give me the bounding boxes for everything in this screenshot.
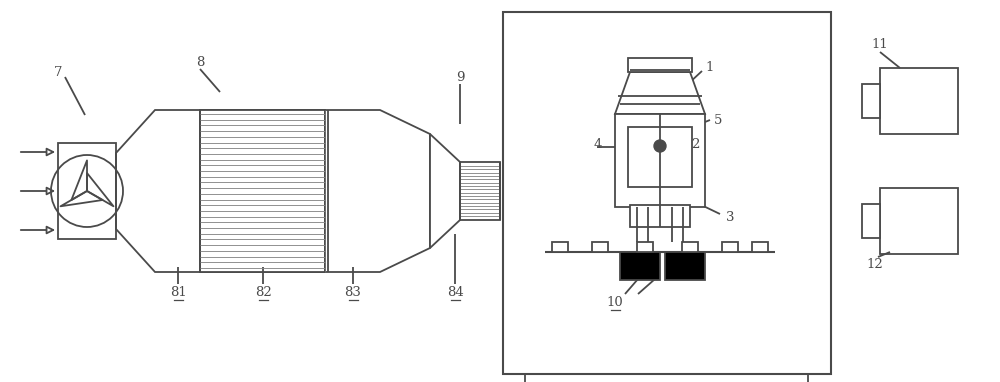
Bar [752, 242, 768, 252]
Text: 8: 8 [196, 55, 204, 68]
Bar [628, 127, 692, 187]
Bar [630, 205, 690, 227]
Bar [880, 68, 958, 134]
Bar [880, 188, 958, 254]
Text: 9: 9 [456, 71, 464, 84]
Bar [615, 114, 705, 207]
Bar [862, 84, 880, 118]
Text: 4: 4 [594, 138, 602, 151]
Text: 12: 12 [867, 257, 883, 270]
Bar [628, 58, 692, 72]
Text: 11: 11 [872, 37, 888, 50]
Text: 83: 83 [345, 285, 361, 298]
Text: 84: 84 [447, 285, 463, 298]
Text: 2: 2 [691, 138, 699, 151]
Polygon shape [116, 110, 430, 272]
Bar [503, 12, 831, 374]
Text: 82: 82 [255, 285, 271, 298]
Bar [722, 242, 738, 252]
Text: 10: 10 [607, 296, 623, 309]
Bar [620, 252, 660, 280]
Bar [592, 242, 608, 252]
Bar [665, 252, 705, 280]
Text: 81: 81 [170, 285, 186, 298]
Text: 3: 3 [726, 210, 734, 223]
Text: 1: 1 [706, 60, 714, 73]
Bar [552, 242, 568, 252]
Bar [58, 143, 116, 239]
Text: 7: 7 [54, 65, 62, 78]
Bar [682, 242, 698, 252]
Text: 5: 5 [714, 113, 722, 126]
Circle shape [654, 140, 666, 152]
Bar [200, 110, 325, 272]
Polygon shape [615, 72, 705, 114]
Bar [862, 204, 880, 238]
Bar [460, 162, 500, 220]
Bar [637, 242, 653, 252]
Polygon shape [430, 134, 460, 248]
